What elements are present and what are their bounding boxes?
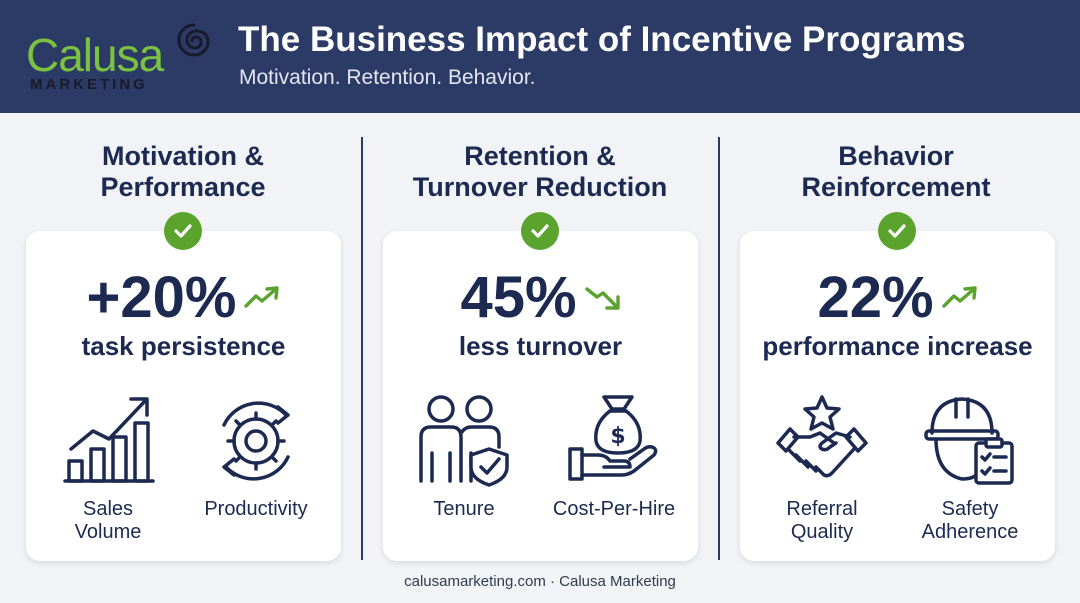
people-shield-icon [419,395,509,487]
stat-row: 22% [740,265,1055,331]
bar-chart-growth-icon [63,397,155,483]
page-title: The Business Impact of Incentive Program… [238,20,966,59]
column-title-line: Turnover Reduction [412,172,668,202]
check-icon [521,212,559,250]
trend-down-icon [584,287,620,310]
header-banner: Calusa MARKETING The Business Impact of … [0,0,1080,113]
footer-credit: calusamarketing.com · Calusa Marketing [404,573,676,590]
icon-label: Sales Volume [48,498,168,544]
column-title-motivation: Motivation & Performance [13,141,353,203]
trend-up-icon [941,286,977,308]
icon-label: Tenure [404,498,524,521]
stat-card-retention [383,231,698,561]
column-title-retention: Retention & Turnover Reduction [370,141,710,203]
column-title-line: Behavior [838,141,954,171]
stat-card-motivation [26,231,341,561]
stat-card-behavior [740,231,1055,561]
stat-row: +20% [26,265,341,331]
money-bag-hand-icon: $ [568,395,658,481]
stat-label: performance increase [762,331,1033,361]
column-title-line: Motivation & [102,141,264,171]
icon-label: Productivity [186,498,326,521]
stat-label: less turnover [458,331,623,361]
page-subtitle: Motivation. Retention. Behavior. [239,66,536,89]
icon-label-line: Safety [941,498,999,520]
stat-value: +20% [86,265,237,330]
calusa-logo: Calusa MARKETING [24,20,214,100]
stat-value: 45% [460,265,577,330]
icon-label-line: Sales [82,498,134,520]
stat-label: task persistence [81,331,286,361]
nautilus-shell-icon [177,23,210,57]
logo-wordmark: Calusa [26,29,164,81]
stat-value: 22% [817,265,934,330]
icon-label: Cost-Per-Hire [540,498,688,521]
icon-label-line: Adherence [921,521,1019,543]
icon-label-line: Volume [74,521,142,543]
icon-label-line: Cost-Per-Hire [552,498,676,520]
logo-subtext: MARKETING [30,76,148,93]
trend-up-icon [244,286,280,308]
column-divider [718,137,720,560]
icon-label-line: Referral [786,498,858,520]
column-title-line: Performance [100,172,266,202]
check-icon [878,212,916,250]
stat-row: 45% [383,265,698,331]
icon-label-line: Productivity [204,498,308,520]
svg-text:$: $ [610,424,625,449]
column-title-line: Retention & [464,141,616,171]
column-title-line: Reinforcement [801,172,991,202]
column-divider [361,137,363,560]
icon-label-line: Quality [790,521,854,543]
check-icon [164,212,202,250]
gear-cycle-icon [222,401,290,481]
column-title-behavior: Behavior Reinforcement [726,141,1066,203]
handshake-star-icon [776,395,868,478]
icon-label-line: Tenure [433,498,495,520]
hardhat-checklist-icon [924,397,1014,485]
icon-label: Safety Adherence [900,498,1040,544]
icon-label: Referral Quality [762,498,882,544]
